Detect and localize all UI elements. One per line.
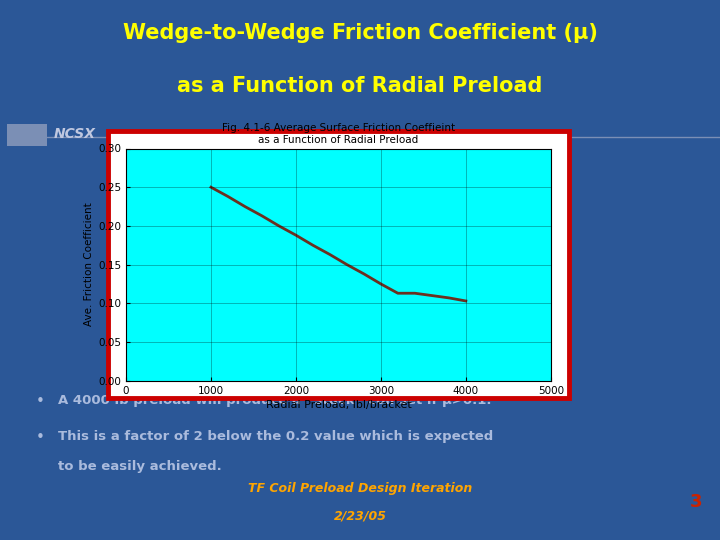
Text: 3: 3: [690, 493, 702, 511]
Text: •: •: [36, 394, 45, 409]
X-axis label: Radial Preload, lbl/bracket: Radial Preload, lbl/bracket: [266, 400, 411, 410]
Text: as a Function of Radial Preload: as a Function of Radial Preload: [177, 76, 543, 96]
Text: This is a factor of 2 below the 0.2 value which is expected: This is a factor of 2 below the 0.2 valu…: [58, 430, 493, 443]
Text: TF Coil Preload Design Iteration: TF Coil Preload Design Iteration: [248, 482, 472, 495]
Bar: [7, 124, 47, 146]
Text: to be easily achieved.: to be easily achieved.: [58, 460, 221, 473]
Title: Fig. 4.1-6 Average Surface Friction Coeffieint
as a Function of Radial Preload: Fig. 4.1-6 Average Surface Friction Coef…: [222, 123, 455, 145]
Y-axis label: Ave. Friction Coefficient: Ave. Friction Coefficient: [84, 202, 94, 327]
Text: •: •: [36, 430, 45, 445]
Text: A 4000 lb preload will produce a “stuck” coil set if μ>0.1.: A 4000 lb preload will produce a “stuck”…: [58, 394, 491, 407]
Text: NCSX: NCSX: [54, 127, 96, 141]
Text: 2/23/05: 2/23/05: [333, 509, 387, 522]
Text: Wedge-to-Wedge Friction Coefficient (μ): Wedge-to-Wedge Friction Coefficient (μ): [122, 23, 598, 43]
